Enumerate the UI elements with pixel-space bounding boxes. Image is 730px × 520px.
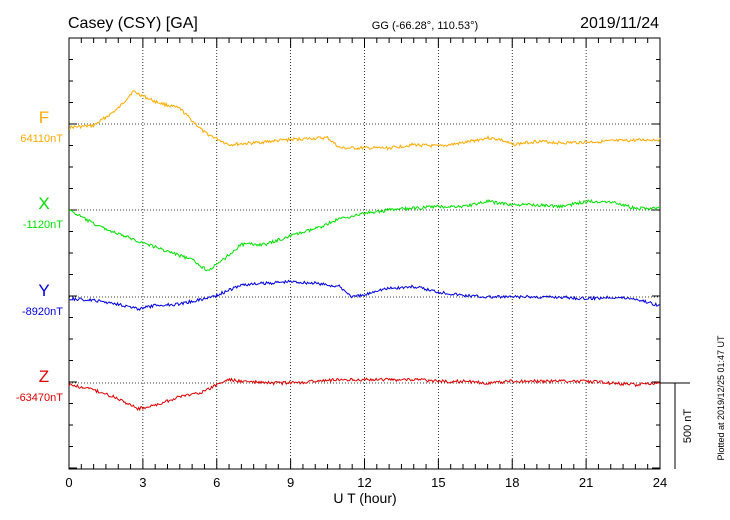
series-name-y: Y — [38, 281, 49, 300]
x-tick-label: 0 — [65, 475, 72, 490]
x-tick-label: 9 — [287, 475, 294, 490]
series-baseline-z: -63470nT — [16, 392, 63, 404]
axis-ticks: 0 3 6 9 12 15 18 21 24 — [65, 38, 667, 490]
series-line-f — [69, 90, 661, 151]
series-line-x — [68, 198, 661, 272]
x-tick-label: 3 — [139, 475, 146, 490]
station-title: Casey (CSY) [GA] — [68, 15, 198, 32]
series-name-x: X — [38, 194, 49, 213]
plotted-timestamp: Plotted at 2019/12/25 01:47 UT — [716, 335, 726, 461]
series-baseline-y: -8920nT — [22, 306, 63, 318]
x-tick-label: 6 — [213, 475, 220, 490]
coordinates-label: GG (-66.28°, 110.53°) — [372, 20, 478, 32]
scale-bar-label: 500 nT — [682, 409, 694, 444]
series-baseline-x: -1120nT — [23, 219, 63, 231]
x-tick-label: 18 — [505, 475, 519, 490]
x-tick-label: 15 — [431, 475, 445, 490]
series-line-z — [68, 377, 660, 412]
series-name-f: F — [39, 108, 49, 127]
series-group — [68, 90, 661, 412]
date-label: 2019/11/24 — [580, 15, 659, 32]
series-line-y — [68, 279, 661, 311]
series-name-z: Z — [39, 367, 49, 386]
x-tick-label: 24 — [653, 475, 667, 490]
series-labels: F 64110nT X -1120nT Y -8920nT Z -63470nT — [16, 108, 63, 404]
grid — [69, 38, 660, 469]
series-baseline-f: 64110nT — [20, 133, 63, 145]
x-tick-label: 12 — [357, 475, 371, 490]
x-axis-label: U T (hour) — [333, 490, 396, 506]
x-tick-label: 21 — [579, 475, 593, 490]
